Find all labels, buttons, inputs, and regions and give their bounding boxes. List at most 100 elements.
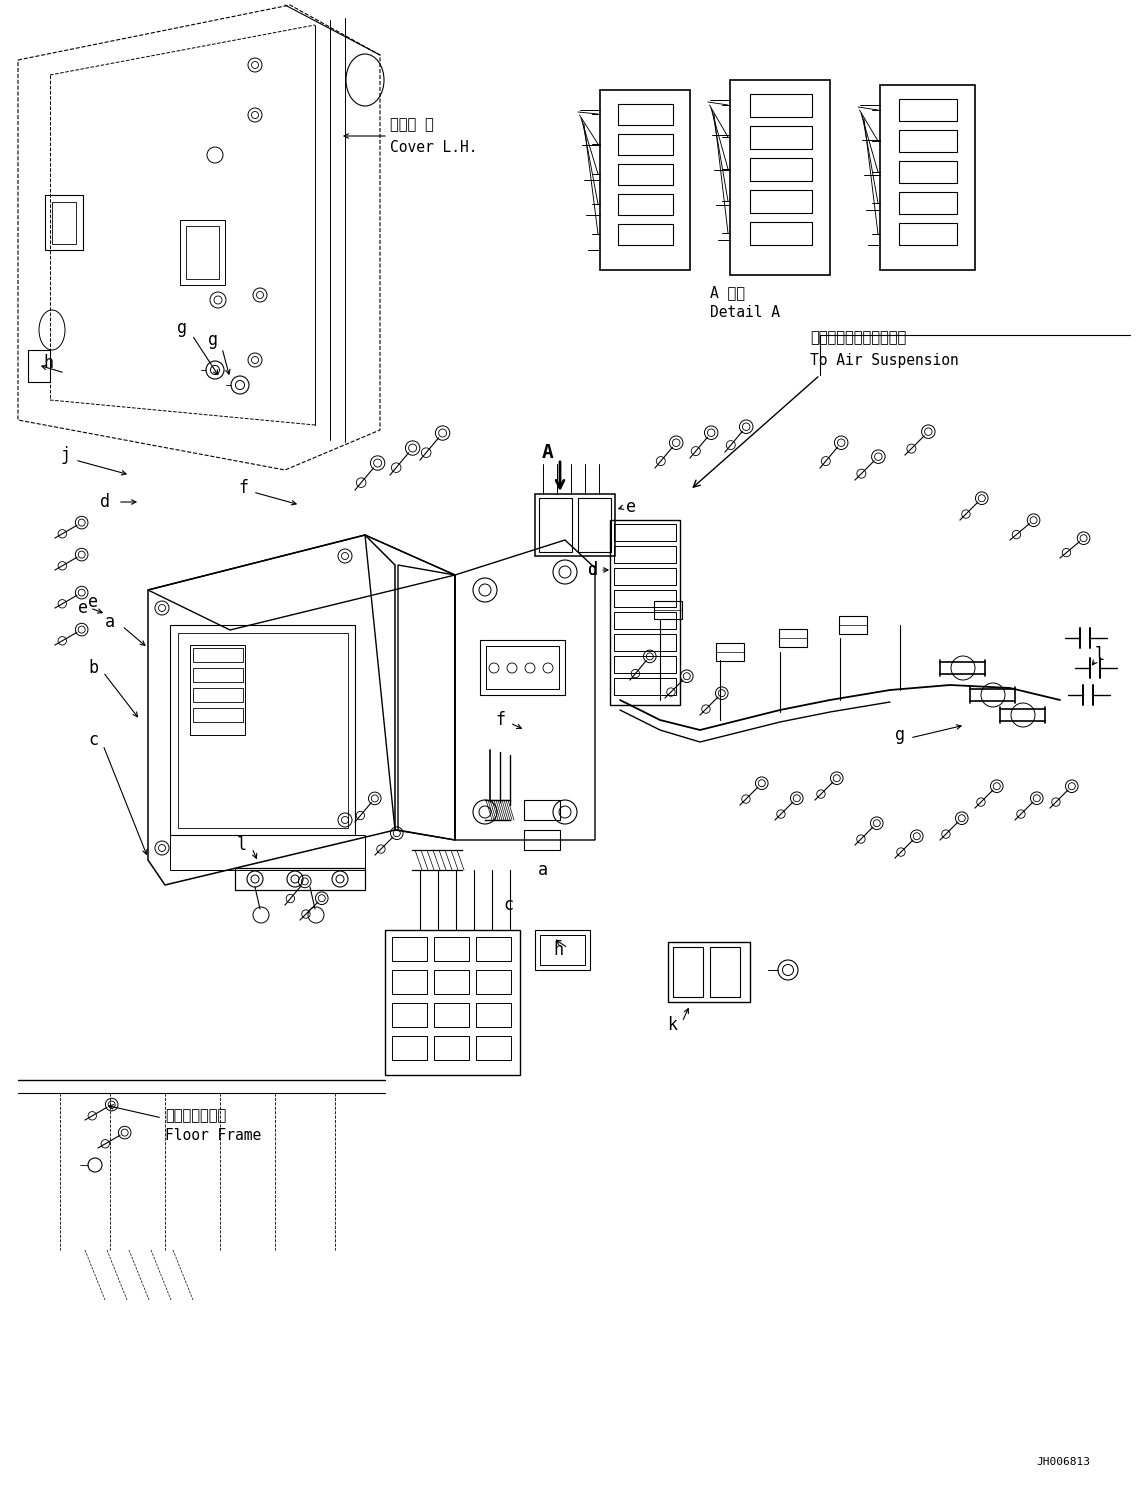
Bar [899, 224, 957, 245]
Text: e: e [78, 599, 88, 617]
Bar [170, 835, 365, 871]
Text: カバー 左: カバー 左 [390, 118, 434, 133]
Bar [385, 930, 520, 1075]
Bar [899, 98, 957, 121]
Bar [577, 498, 611, 552]
Bar [540, 935, 585, 965]
Bar [434, 1003, 470, 1027]
Text: エアーサスペンションへ: エアーサスペンションへ [810, 331, 906, 346]
Bar [779, 629, 807, 647]
Text: Detail A: Detail A [709, 306, 779, 321]
Bar [391, 1036, 427, 1060]
Bar [235, 868, 365, 890]
Text: l: l [236, 836, 247, 854]
Bar [899, 130, 957, 152]
Bar [618, 164, 673, 185]
Text: A: A [542, 443, 553, 462]
Text: a: a [104, 613, 115, 631]
Bar [535, 930, 590, 971]
Text: c: c [88, 731, 98, 748]
Bar [618, 194, 673, 215]
Text: d: d [100, 494, 110, 511]
Bar [618, 104, 673, 125]
Bar [614, 568, 676, 584]
Bar [618, 134, 673, 155]
Bar [614, 523, 676, 541]
Text: f: f [495, 711, 505, 729]
Bar [476, 971, 511, 994]
Bar [614, 546, 676, 564]
Bar [614, 656, 676, 672]
Bar [180, 221, 225, 285]
Bar [614, 678, 676, 695]
Bar [170, 625, 355, 835]
Bar [523, 801, 560, 820]
Bar [750, 94, 812, 116]
Bar [899, 192, 957, 215]
Bar [52, 201, 76, 245]
Bar [191, 646, 245, 735]
Bar [391, 1003, 427, 1027]
Bar [476, 936, 511, 962]
Text: フロアフレーム: フロアフレーム [165, 1108, 226, 1123]
Bar [480, 640, 565, 695]
Bar [618, 224, 673, 245]
Text: g: g [208, 331, 218, 349]
Bar [434, 1036, 470, 1060]
Bar [476, 1036, 511, 1060]
Bar [614, 634, 676, 652]
Bar [654, 601, 682, 619]
Bar [28, 350, 51, 382]
Bar [899, 161, 957, 183]
Bar [523, 830, 560, 850]
Text: h: h [42, 353, 53, 371]
Bar [610, 520, 680, 705]
Text: g: g [177, 319, 187, 337]
Text: j: j [60, 446, 70, 464]
Bar [716, 643, 744, 661]
Text: A 詳細: A 詳細 [709, 285, 745, 300]
Bar [750, 127, 812, 149]
Bar [535, 494, 615, 556]
Bar [193, 708, 243, 722]
Text: c: c [503, 896, 513, 914]
Bar [600, 89, 690, 270]
Bar [730, 81, 830, 274]
Bar [178, 634, 348, 828]
Bar [45, 195, 83, 250]
Bar [391, 971, 427, 994]
Bar [476, 1003, 511, 1027]
Text: k: k [667, 1015, 677, 1033]
Bar [673, 947, 703, 997]
Text: a: a [538, 860, 548, 880]
Text: b: b [88, 659, 98, 677]
Bar [193, 668, 243, 681]
Bar [614, 590, 676, 607]
Bar [709, 947, 740, 997]
Bar [486, 646, 559, 689]
Bar [193, 649, 243, 662]
Bar [186, 227, 219, 279]
Text: e: e [88, 593, 98, 611]
Bar [193, 687, 243, 702]
Text: g: g [895, 726, 905, 744]
Text: e: e [626, 498, 636, 516]
Text: JH006813: JH006813 [1035, 1457, 1089, 1467]
Text: d: d [588, 561, 598, 579]
Text: Floor Frame: Floor Frame [165, 1129, 262, 1144]
Bar [750, 222, 812, 245]
Bar [434, 936, 470, 962]
Text: l: l [1095, 646, 1106, 663]
Text: f: f [238, 479, 248, 497]
Text: h: h [553, 941, 563, 959]
Bar [434, 971, 470, 994]
Bar [750, 158, 812, 180]
Text: Cover L.H.: Cover L.H. [390, 140, 478, 155]
Text: d: d [588, 561, 598, 579]
Text: To Air Suspension: To Air Suspension [810, 352, 959, 367]
Bar [540, 498, 572, 552]
Bar [750, 189, 812, 213]
Bar [614, 611, 676, 629]
Bar [668, 942, 750, 1002]
Bar [391, 936, 427, 962]
